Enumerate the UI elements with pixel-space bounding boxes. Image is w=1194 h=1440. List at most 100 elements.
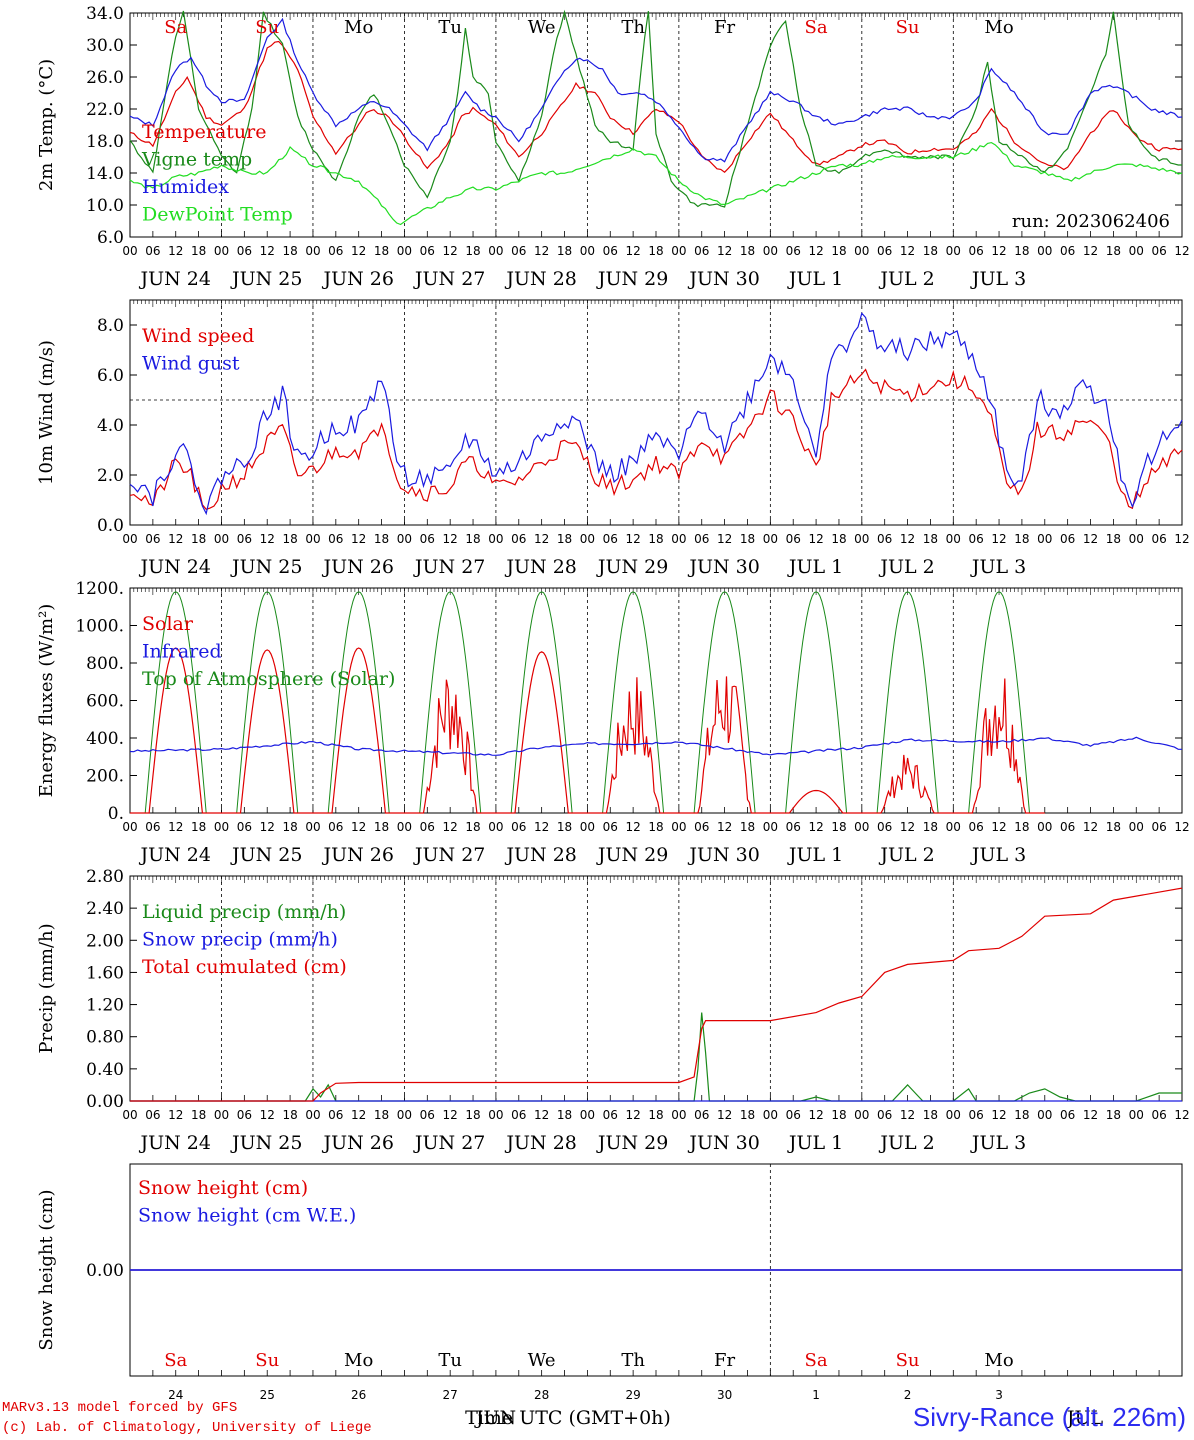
y-tick-label: 2.00 bbox=[86, 931, 124, 951]
hour-tick-label: 12 bbox=[351, 820, 366, 834]
hour-tick-label: 12 bbox=[991, 820, 1006, 834]
hour-tick-label: 00 bbox=[854, 532, 869, 546]
hour-tick-label: 00 bbox=[854, 820, 869, 834]
hour-tick-label: 18 bbox=[1106, 244, 1121, 258]
x-axis-label: Time UTC (GMT+0h) bbox=[465, 1407, 671, 1429]
date-label: JUN 24 bbox=[138, 844, 210, 866]
legend-entry: Liquid precip (mm/h) bbox=[142, 901, 346, 923]
y-tick-label: 0.00 bbox=[86, 1092, 124, 1112]
date-label: JUL 2 bbox=[878, 844, 934, 866]
hour-tick-label: 12 bbox=[168, 244, 183, 258]
hour-tick-label: 00 bbox=[122, 532, 137, 546]
weekday-label-top: Su bbox=[896, 17, 920, 38]
hour-tick-label: 00 bbox=[580, 532, 595, 546]
date-label: JUL 2 bbox=[878, 556, 934, 578]
y-tick-label: 0. bbox=[108, 804, 124, 824]
y-tick-label: 0.80 bbox=[86, 1028, 124, 1048]
hour-tick-label: 06 bbox=[1151, 532, 1166, 546]
date-label: JUN 27 bbox=[413, 268, 485, 290]
hour-tick-label: 06 bbox=[969, 820, 984, 834]
date-label: JUL 3 bbox=[970, 844, 1026, 866]
legend-entry: Total cumulated (cm) bbox=[142, 956, 347, 978]
hour-tick-label: 18 bbox=[648, 532, 663, 546]
series-line bbox=[129, 368, 1183, 510]
legend-entry: Wind speed bbox=[142, 325, 254, 347]
hour-tick-label: 06 bbox=[694, 1108, 709, 1122]
hour-tick-label: 12 bbox=[900, 532, 915, 546]
y-axis-label: 2m Temp. (°C) bbox=[36, 59, 57, 191]
hour-tick-label: 12 bbox=[900, 244, 915, 258]
hour-tick-label: 00 bbox=[1037, 244, 1052, 258]
hour-tick-label: 18 bbox=[831, 1108, 846, 1122]
legend-entry: Infrared bbox=[142, 641, 222, 663]
hour-tick-label: 00 bbox=[1037, 1108, 1052, 1122]
y-tick-label: 26.0 bbox=[86, 68, 124, 88]
hour-tick-label: 18 bbox=[923, 820, 938, 834]
y-tick-label: 800. bbox=[86, 654, 124, 674]
date-label: JUN 29 bbox=[596, 556, 668, 578]
day-number-label: 24 bbox=[168, 1388, 183, 1402]
hour-tick-label: 12 bbox=[443, 532, 458, 546]
weekday-label-bottom: Fr bbox=[714, 1350, 735, 1371]
date-label: JUL 2 bbox=[878, 268, 934, 290]
date-label: JUN 26 bbox=[321, 268, 393, 290]
hour-tick-label: 18 bbox=[282, 532, 297, 546]
hour-tick-label: 18 bbox=[1106, 820, 1121, 834]
hour-tick-label: 12 bbox=[168, 1108, 183, 1122]
legend-entry: Temperature bbox=[142, 121, 266, 143]
hour-tick-label: 18 bbox=[1014, 1108, 1029, 1122]
hour-tick-label: 00 bbox=[671, 244, 686, 258]
hour-tick-label: 06 bbox=[420, 820, 435, 834]
day-number-label: 3 bbox=[995, 1388, 1003, 1402]
hour-tick-label: 18 bbox=[282, 820, 297, 834]
hour-tick-label: 18 bbox=[191, 1108, 206, 1122]
series-line bbox=[129, 40, 1183, 173]
hour-tick-label: 12 bbox=[900, 820, 915, 834]
hour-tick-label: 00 bbox=[671, 532, 686, 546]
y-tick-label: 22.0 bbox=[86, 100, 124, 120]
legend-entry: Top of Atmosphere (Solar) bbox=[142, 668, 395, 690]
hour-tick-label: 18 bbox=[740, 244, 755, 258]
x-axis-overlap-label-2: JUL bbox=[1065, 1407, 1104, 1429]
day-number-label: 26 bbox=[351, 1388, 366, 1402]
weekday-label-top: Mo bbox=[344, 17, 373, 38]
y-tick-label: 0.0 bbox=[97, 516, 124, 536]
hour-tick-label: 12 bbox=[443, 244, 458, 258]
hour-tick-label: 06 bbox=[237, 820, 252, 834]
date-label: JUN 30 bbox=[687, 268, 759, 290]
weekday-label-top: We bbox=[528, 17, 556, 38]
station-label: Sivry-Rance (alt. 226m) bbox=[912, 1402, 1186, 1432]
date-label: JUL 3 bbox=[970, 268, 1026, 290]
y-tick-label: 6.0 bbox=[97, 228, 124, 248]
date-label: JUN 30 bbox=[687, 844, 759, 866]
hour-tick-label: 12 bbox=[1083, 532, 1098, 546]
hour-tick-label: 18 bbox=[923, 1108, 938, 1122]
date-label: JUN 24 bbox=[138, 1132, 210, 1154]
hour-tick-label: 00 bbox=[671, 820, 686, 834]
date-label: JUN 30 bbox=[687, 1132, 759, 1154]
y-tick-label: 4.0 bbox=[97, 416, 124, 436]
hour-tick-label: 06 bbox=[969, 1108, 984, 1122]
hour-tick-label: 18 bbox=[740, 532, 755, 546]
hour-tick-label: 06 bbox=[786, 820, 801, 834]
weekday-label-bottom: Th bbox=[621, 1350, 645, 1371]
hour-tick-label: 06 bbox=[603, 1108, 618, 1122]
legend-entry: Humidex bbox=[142, 176, 229, 198]
y-axis-label: Snow height (cm) bbox=[36, 1189, 57, 1350]
hour-tick-label: 18 bbox=[374, 244, 389, 258]
hour-tick-label: 06 bbox=[511, 820, 526, 834]
day-number-label: 30 bbox=[717, 1388, 732, 1402]
date-label: JUN 25 bbox=[230, 556, 302, 578]
hour-tick-label: 12 bbox=[260, 532, 275, 546]
date-label: JUN 28 bbox=[504, 556, 576, 578]
y-tick-label: 1000. bbox=[75, 617, 124, 637]
hour-tick-label: 12 bbox=[443, 1108, 458, 1122]
hour-tick-label: 12 bbox=[534, 820, 549, 834]
hour-tick-label: 12 bbox=[260, 1108, 275, 1122]
hour-tick-label: 12 bbox=[351, 532, 366, 546]
hour-tick-label: 12 bbox=[808, 532, 823, 546]
date-label: JUL 3 bbox=[970, 1132, 1026, 1154]
hour-tick-label: 06 bbox=[145, 244, 160, 258]
hour-tick-label: 12 bbox=[260, 244, 275, 258]
weekday-label-bottom: Su bbox=[896, 1350, 920, 1371]
